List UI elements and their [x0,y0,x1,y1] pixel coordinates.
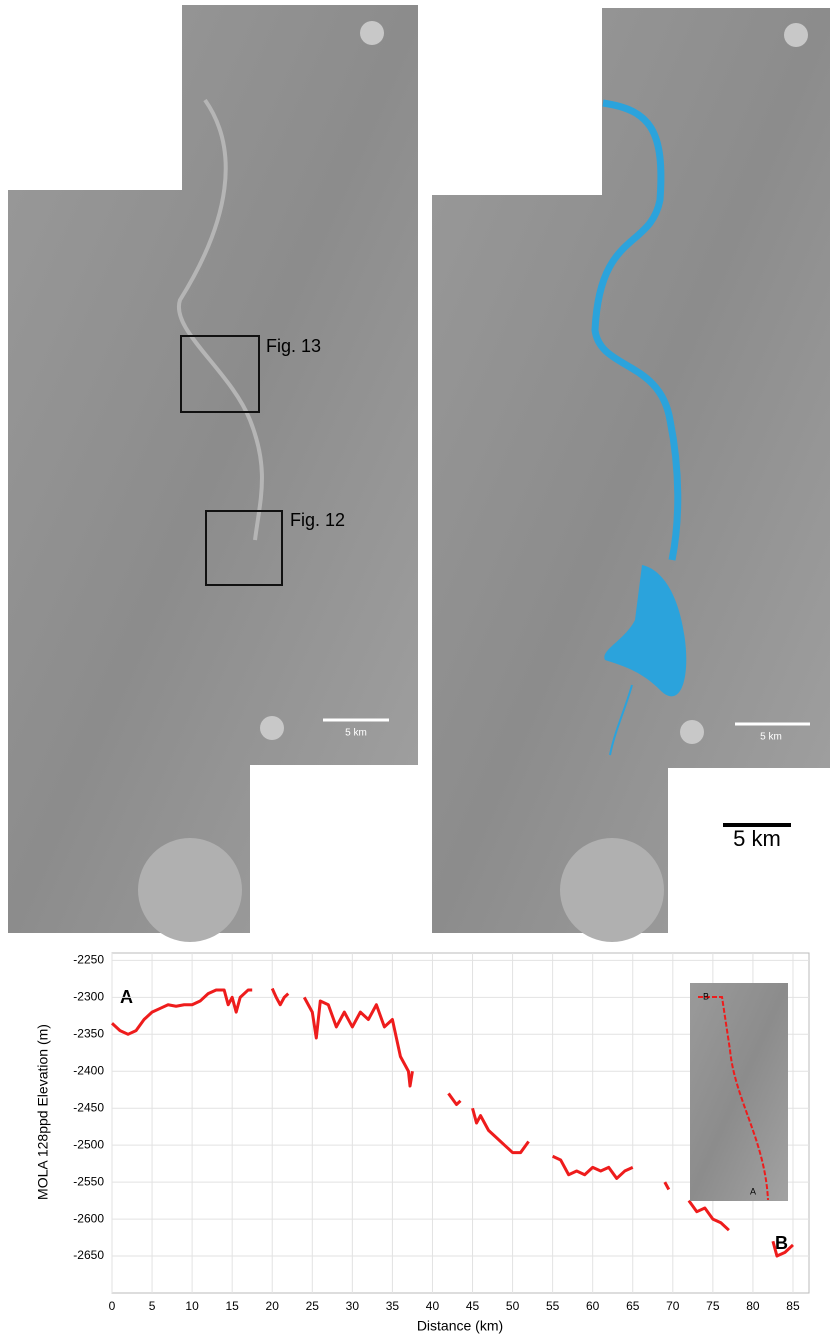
x-tick-label: 45 [466,1299,480,1313]
scale-label: 5 km [733,826,781,851]
y-tick-label: -2650 [73,1248,104,1262]
y-tick-label: -2250 [73,953,104,967]
crater [784,23,808,47]
crater [138,838,242,942]
inset-label: B [703,991,709,1001]
figure: Fig. 13 Fig. 12 5 km 5 km 5 km Distance … [0,0,833,1339]
crater [360,21,384,45]
x-tick-label: 80 [746,1299,760,1313]
x-tick-label: 20 [266,1299,280,1313]
x-tick-label: 35 [386,1299,400,1313]
image-panel [432,8,830,933]
x-tick-label: 55 [546,1299,560,1313]
y-tick-label: -2500 [73,1137,104,1151]
inset-label: A [750,1186,756,1196]
fig-label: Fig. 12 [290,510,345,530]
image-panel [8,5,418,933]
x-tick-label: 75 [706,1299,720,1313]
crater [260,716,284,740]
x-tick-label: 85 [786,1299,800,1313]
y-axis-label: MOLA 128ppd Elevation (m) [35,1024,51,1200]
x-tick-label: 10 [185,1299,199,1313]
x-axis-label: Distance (km) [417,1318,503,1334]
x-tick-label: 25 [306,1299,320,1313]
scale-label: 5 km [345,728,367,739]
x-tick-label: 40 [426,1299,440,1313]
y-tick-label: -2600 [73,1211,104,1225]
y-tick-label: -2300 [73,990,104,1004]
y-tick-label: -2400 [73,1063,104,1077]
x-tick-label: 15 [225,1299,239,1313]
x-tick-label: 30 [346,1299,360,1313]
crater [680,720,704,744]
annotation: A [120,987,133,1007]
x-tick-label: 70 [666,1299,680,1313]
crater [560,838,664,942]
y-tick-label: -2550 [73,1174,104,1188]
y-tick-label: -2450 [73,1100,104,1114]
x-tick-label: 0 [109,1299,116,1313]
x-tick-label: 50 [506,1299,520,1313]
x-tick-label: 5 [149,1299,156,1313]
x-tick-label: 65 [626,1299,640,1313]
x-tick-label: 60 [586,1299,600,1313]
scale-label: 5 km [760,732,782,743]
fig-label: Fig. 13 [266,336,321,356]
y-tick-label: -2350 [73,1026,104,1040]
